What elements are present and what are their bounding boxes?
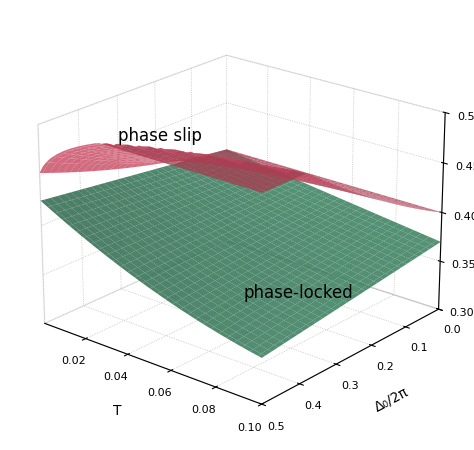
X-axis label: T: T [113, 404, 122, 418]
Y-axis label: Δ₀/2π: Δ₀/2π [372, 385, 410, 415]
